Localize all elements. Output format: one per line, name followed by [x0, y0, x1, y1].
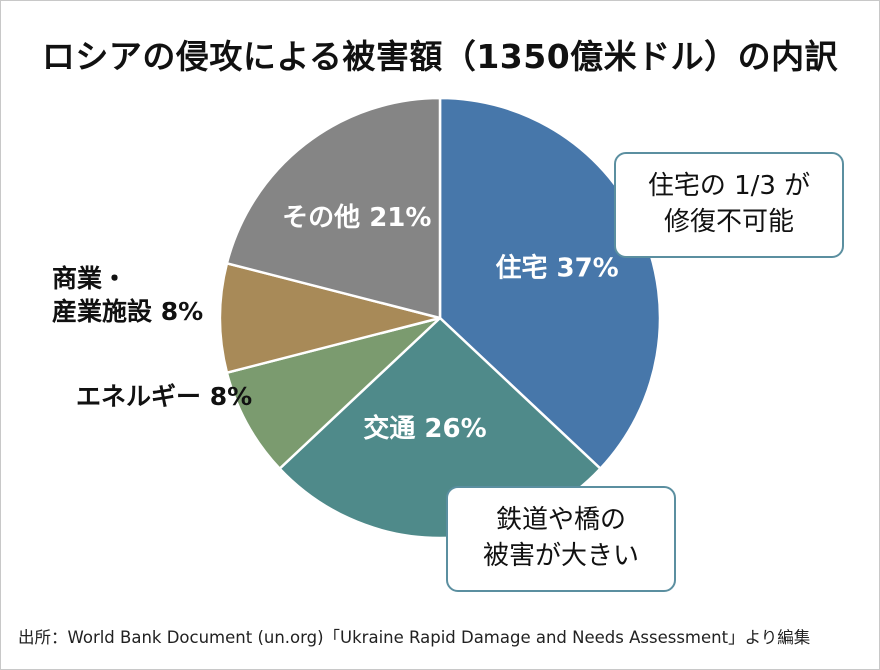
pie-slice-labels: 住宅 37% 交通 26% その他 21%	[282, 203, 619, 444]
callout-housing: 住宅の 1/3 が 修復不可能	[614, 152, 844, 258]
pie-slice-other	[225, 96, 442, 320]
slice-label-housing: 住宅 37%	[495, 252, 618, 283]
pie-slice-energy	[225, 316, 441, 471]
callout-housing-line2: 修復不可能	[663, 207, 794, 237]
pie-slices	[218, 96, 662, 540]
label-commerce: 商業・ 産業施設 8%	[52, 262, 203, 328]
chart-title: ロシアの侵攻による被害額（1350億米ドル）の内訳	[41, 37, 839, 76]
label-commerce-line1: 商業・	[52, 264, 128, 293]
callout-housing-line1: 住宅の 1/3 が	[647, 171, 811, 201]
label-energy: エネルギー 8%	[76, 382, 253, 411]
slice-label-transport: 交通 26%	[363, 413, 486, 444]
callout-transport-line2: 被害が大きい	[482, 541, 639, 571]
callout-transport-line1: 鉄道や橋の	[495, 505, 626, 535]
pie-slice-commerce	[218, 261, 441, 375]
slice-label-other: その他 21%	[282, 203, 431, 233]
label-commerce-line2: 産業施設 8%	[52, 297, 204, 326]
callout-transport: 鉄道や橋の 被害が大きい	[446, 486, 676, 592]
source-note: 出所：World Bank Document (un.org)「Ukraine …	[18, 628, 811, 647]
